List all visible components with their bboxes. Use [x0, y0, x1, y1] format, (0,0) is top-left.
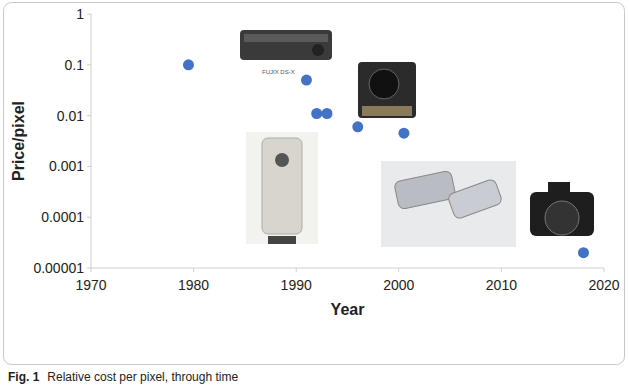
y-axis	[91, 14, 92, 268]
point	[311, 108, 322, 119]
caption-text: Relative cost per pixel, through time	[47, 370, 238, 384]
x-tick-label: 1970	[75, 277, 106, 293]
annotation: FUJIX DS-X	[262, 69, 295, 75]
x-tick	[604, 268, 605, 272]
y-tick	[87, 115, 91, 116]
caption-label: Fig. 1	[8, 370, 40, 384]
x-tick	[193, 268, 194, 272]
x-tick-label: 2010	[486, 277, 517, 293]
x-tick-label: 2000	[383, 277, 414, 293]
y-tick-label: 1	[76, 6, 84, 22]
x-tick	[91, 268, 92, 272]
y-axis-title: Price/pixel	[10, 101, 27, 181]
points	[183, 59, 589, 258]
y-tick	[87, 268, 91, 269]
illustration	[530, 192, 594, 236]
illustration	[262, 138, 302, 234]
x-axis-title: Year	[331, 301, 365, 318]
x-tick-label: 2020	[588, 277, 619, 293]
y-tick	[87, 217, 91, 218]
point	[301, 75, 312, 86]
illustration	[362, 106, 412, 116]
x-tick-label: 1980	[178, 277, 209, 293]
illustration	[358, 62, 416, 118]
y-tick	[87, 166, 91, 167]
point	[578, 247, 589, 258]
caption: Fig. 1 Relative cost per pixel, through t…	[8, 370, 238, 384]
illustration	[240, 30, 332, 60]
x-axis	[91, 268, 604, 269]
illustration	[369, 69, 399, 99]
illustration	[394, 170, 457, 209]
illustration	[381, 161, 516, 247]
y-tick	[87, 64, 91, 65]
point	[183, 59, 194, 70]
illustration	[312, 44, 324, 56]
frame	[4, 3, 625, 365]
y-tick	[87, 14, 91, 15]
y-tick-label: 0.0001	[41, 209, 84, 225]
illustration	[545, 201, 579, 235]
x-tick	[296, 268, 297, 272]
y-tick-label: 0.001	[49, 158, 84, 174]
illustrations	[240, 30, 594, 247]
x-tick	[501, 268, 502, 272]
y-tick-label: 0.1	[65, 57, 85, 73]
illustration	[548, 182, 570, 196]
illustration	[447, 178, 503, 220]
illustration	[275, 153, 289, 167]
illustration	[244, 34, 328, 42]
y-tick-label: 0.00001	[33, 260, 84, 276]
point	[352, 121, 363, 132]
point	[321, 108, 332, 119]
point	[398, 128, 409, 139]
y-tick-label: 0.01	[57, 108, 84, 124]
chart: FUJIX DS-X 1 0.1 0.01 0.001 0.0001 0.000011970…	[0, 0, 629, 388]
x-tick	[398, 268, 399, 272]
illustration	[268, 236, 296, 244]
x-tick-label: 1990	[281, 277, 312, 293]
illustration	[246, 132, 318, 244]
